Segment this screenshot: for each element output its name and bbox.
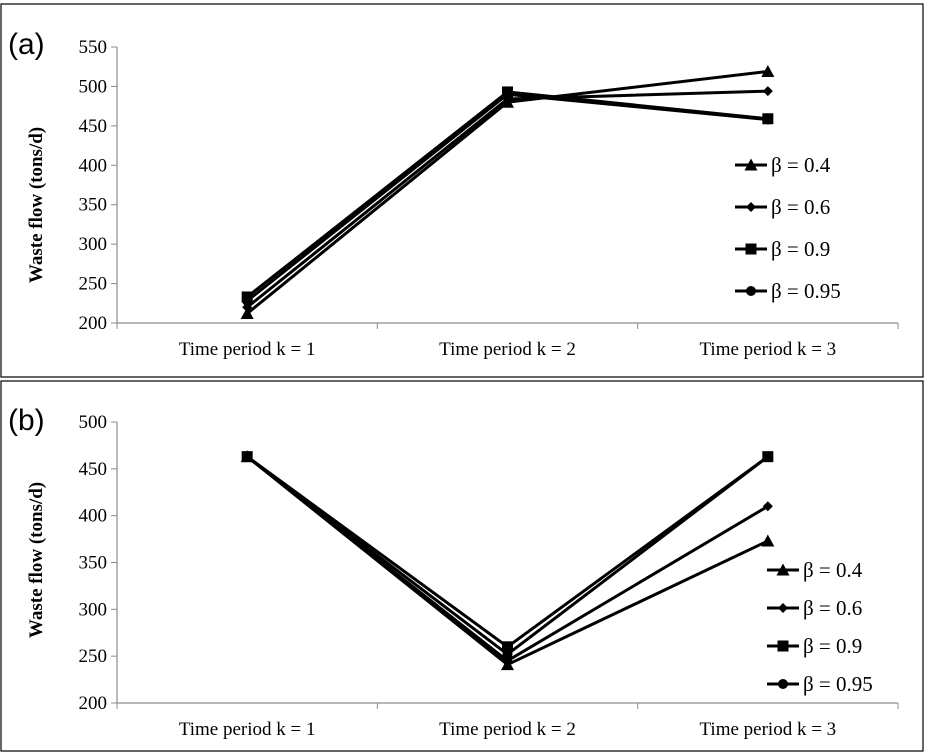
panel-a-data-point-triangle [761, 64, 775, 77]
panel-b-marks: 200 250 300 350 400 450 500 Time period k = 1 Ti… [79, 412, 899, 740]
panel-b-legend-marker-square [777, 640, 789, 652]
panel-a-data-point-diamond [762, 86, 773, 97]
panel-a-y-tick-label: 300 [79, 234, 108, 255]
panel-a-data-point-circle [502, 89, 513, 100]
panel-a-legend-label: β = 0.95 [771, 279, 841, 303]
panel-b-y-tick-label: 450 [79, 459, 108, 480]
panel-b-label: (b) [8, 404, 45, 437]
panel-a-label: (a) [8, 28, 45, 61]
panel-a-y-tick-label: 250 [79, 274, 108, 295]
panel-b-y-tick-label: 250 [79, 646, 108, 667]
panel-b-legend-marker-circle [778, 679, 788, 689]
panel-a-y-tick-label: 500 [79, 76, 108, 97]
panel-a-legend-marker-square [745, 243, 757, 255]
panel-b-data-point-diamond [762, 501, 773, 512]
panel-a-data-point-triangle [240, 307, 254, 320]
panel-a-legend-marker-triangle [744, 158, 758, 171]
panel-a-x-tick-label: Time period k = 1 [179, 339, 316, 360]
panel-b-legend-marker-diamond [778, 603, 788, 613]
panel-b-data-point-square [502, 641, 513, 653]
panel-b-y-tick-label: 300 [79, 599, 108, 620]
panel-b-y-tick-label: 350 [79, 553, 108, 574]
panel-b-x-tick-label: Time period k = 3 [699, 719, 836, 740]
panel-b-x-tick-label: Time period k = 1 [179, 719, 316, 740]
panel-b-x-tick-label: Time period k = 2 [439, 719, 576, 740]
panel-a-legend-label: β = 0.6 [771, 195, 830, 219]
panel-a-data-point-circle [762, 114, 773, 125]
panel-b-frame [0, 380, 924, 752]
panel-b-legend-label: β = 0.4 [803, 558, 863, 582]
panel-a-marks: 200 250 300 350 400 450 500 550 Time period k = … [79, 37, 899, 360]
panel-b-legend-label: β = 0.9 [803, 634, 862, 658]
panel-b-data-point-circle [242, 451, 253, 462]
panel-b-y-tick-label: 200 [79, 693, 108, 714]
panel-b-legend-label: β = 0.6 [803, 596, 862, 620]
panel-b-legend: β = 0.4 β = 0.6 β = 0.9 β = 0.95 [767, 558, 873, 696]
panel-a-y-tick-label: 200 [79, 313, 108, 334]
panel-a-y-tick-label: 350 [79, 195, 108, 216]
panel-a-data-point-circle [242, 295, 253, 306]
panel-a: (a) Waste flow (tons/d) 200 250 300 350 400 4… [0, 3, 924, 378]
panel-b-data-point-circle [502, 649, 513, 660]
panel-a-y-tick-label: 450 [79, 116, 108, 137]
panel-a-legend-marker-circle [746, 286, 756, 296]
panel-b-y-axis-label: Waste flow (tons/d) [26, 482, 47, 638]
panel-a-frame [0, 3, 924, 378]
panel-b-y-tick-label: 400 [79, 506, 108, 527]
panel-b-data-point-triangle [761, 534, 775, 547]
panel-a-legend-label: β = 0.9 [771, 237, 830, 261]
panel-a-x-tick-label: Time period k = 3 [699, 339, 836, 360]
panel-a-y-tick-label: 400 [79, 155, 108, 176]
panel-a-x-tick-label: Time period k = 2 [439, 339, 576, 360]
panel-a-legend-marker-diamond [746, 202, 756, 212]
panel-b-legend-marker-triangle [776, 563, 790, 576]
panel-a-y-axis-label: Waste flow (tons/d) [26, 127, 47, 283]
panel-b-legend-label: β = 0.95 [803, 672, 873, 696]
panel-b-y-tick-label: 500 [79, 412, 108, 433]
panel-a-y-tick-label: 550 [79, 37, 108, 58]
panel-a-legend-label: β = 0.4 [771, 153, 831, 177]
panel-a-legend: β = 0.4 β = 0.6 β = 0.9 β = 0.95 [735, 153, 841, 303]
panel-b-data-point-circle [762, 451, 773, 462]
panel-b: (b) Waste flow (tons/d) 200 250 300 350 400 4… [0, 380, 924, 752]
